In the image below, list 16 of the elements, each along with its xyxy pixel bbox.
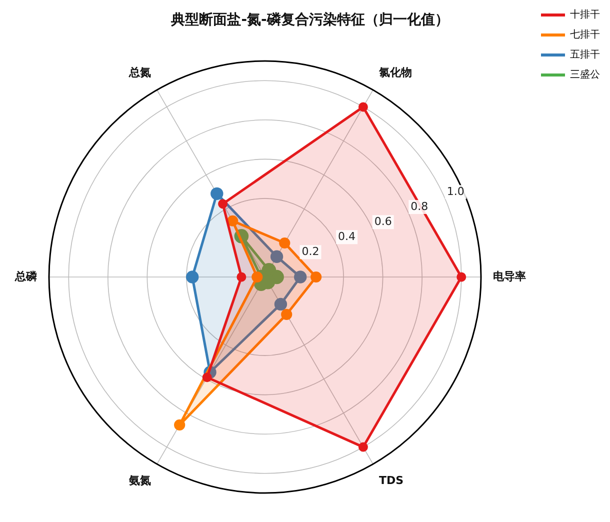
- spoke-label: 总磷: [14, 270, 38, 283]
- y-tick-label: 1.0: [446, 184, 464, 198]
- spoke-label: 电导率: [493, 270, 526, 283]
- spoke-label: 氨氮: [128, 474, 151, 487]
- legend-label: 七排干: [570, 28, 600, 41]
- y-tick-label: 0.6: [374, 214, 392, 228]
- y-tick-label: 0.4: [338, 230, 356, 243]
- spoke-label: 总氮: [128, 66, 151, 79]
- spoke-label: TDS: [379, 474, 404, 487]
- legend-label: 三盛公: [570, 68, 600, 81]
- legend-label: 十排干: [570, 8, 600, 21]
- chart-title: 典型断面盐-氮-磷复合污染特征（归一化值）: [170, 11, 449, 28]
- y-tick-label: 0.8: [410, 200, 428, 213]
- legend-label: 五排干: [570, 48, 600, 61]
- spoke-label: 氯化物: [378, 66, 412, 79]
- y-tick-label: 0.2: [302, 245, 320, 258]
